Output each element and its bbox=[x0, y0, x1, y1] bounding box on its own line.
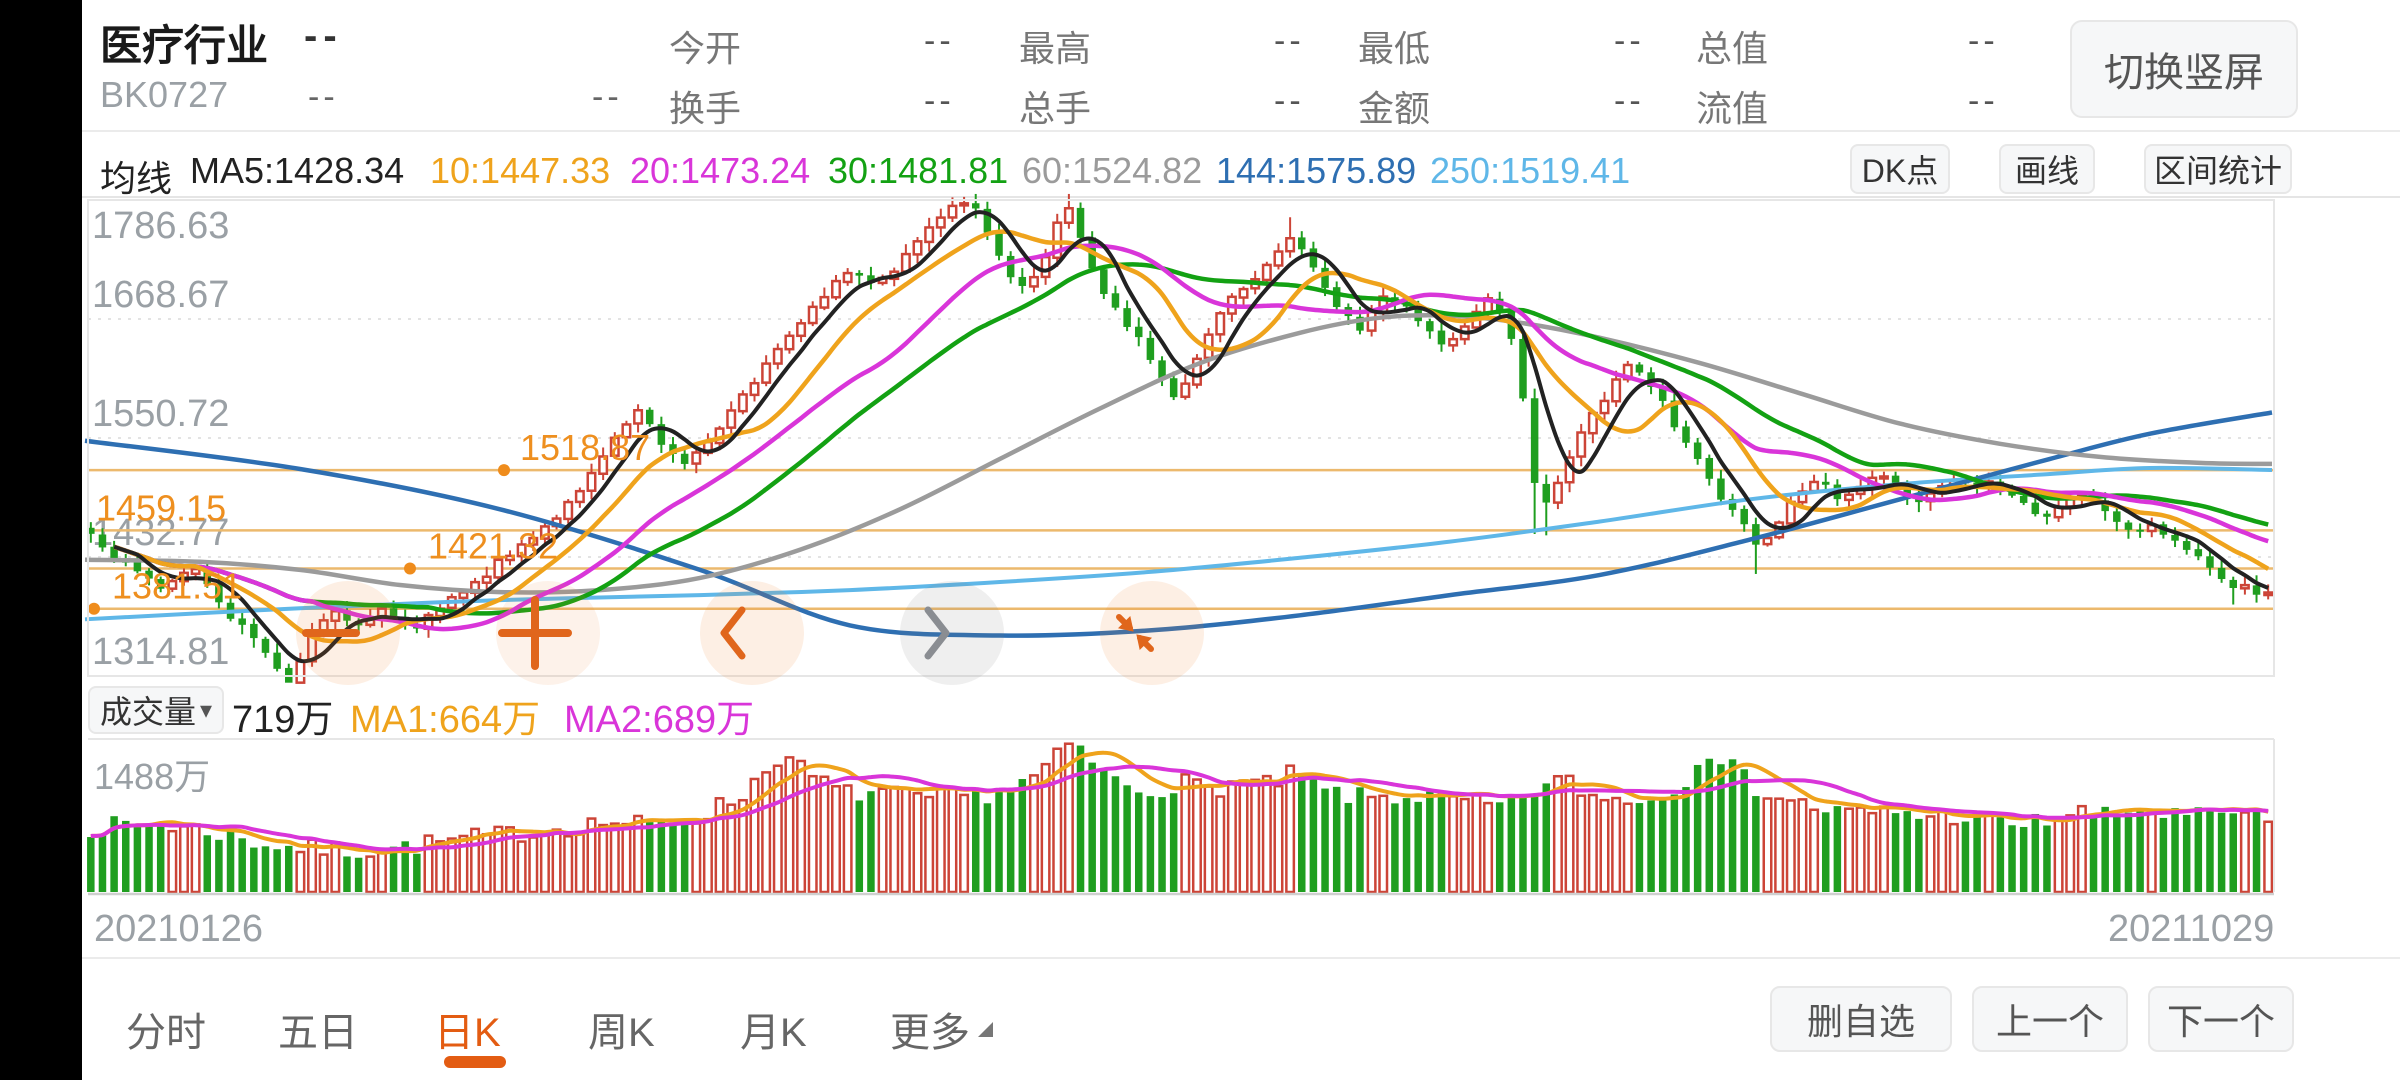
ma-legend-30: 30:1481.81 bbox=[828, 150, 1009, 191]
support-label-1381.51: 1381.51 bbox=[112, 566, 242, 607]
stat-label-总值: 总值 bbox=[1696, 28, 1769, 69]
ma-legend-ma5: MA5:1428.34 bbox=[190, 150, 405, 191]
tab-五日[interactable]: 五日 bbox=[278, 1011, 358, 1055]
collapse-arrows-icon bbox=[1116, 614, 1154, 652]
stat-value-流值: -- bbox=[1968, 82, 1999, 120]
stat-value-换手: -- bbox=[924, 82, 955, 120]
ma-legend-250: 250:1519.41 bbox=[1430, 150, 1631, 191]
stat-value-金额: -- bbox=[1614, 82, 1645, 120]
tab-周K[interactable]: 周K bbox=[588, 1011, 655, 1055]
instrument-price: -- bbox=[304, 14, 343, 58]
volume-chart[interactable] bbox=[82, 737, 2400, 897]
pan-left-button[interactable] bbox=[700, 581, 804, 685]
instrument-code: BK0727 bbox=[100, 74, 229, 115]
tab-分时[interactable]: 分时 bbox=[126, 1011, 206, 1055]
y-tick-1786.63: 1786.63 bbox=[92, 205, 229, 247]
tab-更多[interactable]: 更多 bbox=[890, 1011, 970, 1055]
zoom-out-button[interactable] bbox=[296, 581, 400, 685]
date-start: 20210126 bbox=[94, 908, 264, 950]
collapse-chart-button[interactable] bbox=[1100, 581, 1204, 685]
date-end: 20211029 bbox=[2108, 908, 2275, 950]
support-label-1518.87: 1518.87 bbox=[520, 427, 650, 468]
stat-value-总手: -- bbox=[1274, 82, 1305, 120]
stat-label-换手: 换手 bbox=[669, 88, 742, 129]
header-divider bbox=[82, 130, 2400, 132]
minus-icon bbox=[302, 629, 360, 637]
toolbar-button-区间统计[interactable]: 区间统计 bbox=[2144, 144, 2292, 194]
stat-label-最高: 最高 bbox=[1019, 28, 1092, 69]
volume-current: 719万 bbox=[232, 699, 334, 741]
volume-ma2: MA2:689万 bbox=[564, 699, 755, 741]
ma-legend-60: 60:1524.82 bbox=[1022, 150, 1203, 191]
stat-label-最低: 最低 bbox=[1358, 28, 1431, 69]
tab-月K[interactable]: 月K bbox=[740, 1011, 807, 1055]
instrument-name: 医疗行业 bbox=[100, 22, 269, 69]
toolbar-button-DK点[interactable]: DK点 bbox=[1850, 144, 1950, 194]
change-percent: -- bbox=[592, 78, 623, 116]
pan-right-button[interactable] bbox=[900, 581, 1004, 685]
price-chart[interactable]: 1786.631668.671550.721432.771314.811518.… bbox=[82, 193, 2400, 690]
ma-legend-144: 144:1575.89 bbox=[1216, 150, 1417, 191]
app-window: 医疗行业 -- BK0727 -- -- 今开 -- 最高 -- 最低 -- 总值 -- 换手 -… bbox=[82, 0, 2400, 1080]
more-triangle-icon bbox=[978, 1022, 993, 1037]
change-amount: -- bbox=[308, 78, 339, 116]
ma-legend-10: 10:1447.33 bbox=[430, 150, 611, 191]
dropdown-arrow-icon: ▾ bbox=[199, 696, 213, 724]
stat-label-今开: 今开 bbox=[669, 28, 742, 69]
left-bezel bbox=[0, 0, 82, 1080]
stat-value-最低: -- bbox=[1614, 22, 1645, 60]
volume-indicator-selector[interactable]: 成交量 ▾ bbox=[88, 686, 224, 734]
chevron-right-icon bbox=[924, 606, 950, 660]
volume-max-label: 1488万 bbox=[94, 756, 211, 797]
y-tick-1668.67: 1668.67 bbox=[92, 274, 229, 316]
volume-ma1: MA1:664万 bbox=[350, 699, 541, 741]
support-label-1459.15: 1459.15 bbox=[96, 487, 226, 528]
footer-button-上一个[interactable]: 上一个 bbox=[1972, 986, 2128, 1052]
tab-日K[interactable]: 日K bbox=[434, 1011, 501, 1055]
stat-value-最高: -- bbox=[1274, 22, 1305, 60]
plus-icon bbox=[498, 596, 572, 670]
stat-label-流值: 流值 bbox=[1696, 88, 1769, 129]
ma-legend-20: 20:1473.24 bbox=[630, 150, 811, 191]
ma-bar-title: 均线 bbox=[100, 158, 173, 199]
volume-selector-label: 成交量 bbox=[99, 694, 196, 730]
chevron-left-icon bbox=[720, 606, 746, 660]
support-label-1421.32: 1421.32 bbox=[428, 526, 558, 567]
y-tick-1550.72: 1550.72 bbox=[92, 393, 229, 435]
footer-button-下一个[interactable]: 下一个 bbox=[2148, 986, 2294, 1052]
footer-button-删自选[interactable]: 删自选 bbox=[1770, 986, 1952, 1052]
stat-value-总值: -- bbox=[1968, 22, 1999, 60]
zoom-in-button[interactable] bbox=[496, 581, 600, 685]
rotate-portrait-button[interactable]: 切换竖屏 bbox=[2070, 20, 2298, 118]
stat-label-金额: 金额 bbox=[1358, 88, 1431, 129]
ma-bar-divider bbox=[82, 196, 2400, 198]
stat-label-总手: 总手 bbox=[1019, 88, 1092, 129]
stat-value-今开: -- bbox=[924, 22, 955, 60]
tabbar-divider bbox=[82, 957, 2400, 959]
toolbar-button-画线[interactable]: 画线 bbox=[1999, 144, 2095, 194]
active-tab-underline bbox=[444, 1056, 506, 1068]
y-tick-1314.81: 1314.81 bbox=[92, 631, 229, 673]
